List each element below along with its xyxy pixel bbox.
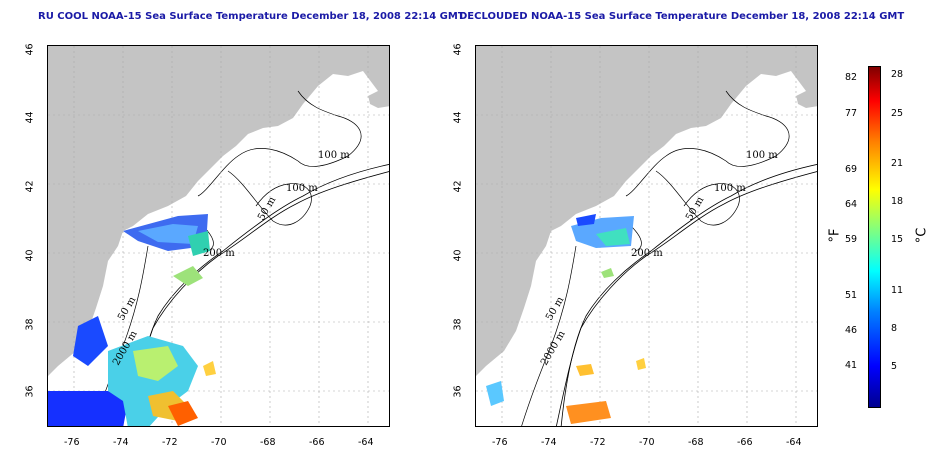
sst-patch-south [48,391,128,426]
lat-tick: 38 [24,318,36,331]
colorbar-f-label: 51 [845,290,858,301]
colorbar-c-label: 21 [891,158,904,169]
lat-tick: 36 [452,385,464,398]
fahrenheit-unit-label: °F [827,228,843,243]
colorbar-f-label: 77 [845,108,858,119]
left-map-canvas: 100 m 100 m 50 m 200 m 50 m 2000 m [48,46,389,426]
colorbar-f-label: 69 [845,164,858,175]
lon-tick: -72 [590,437,606,448]
colorbar-c-label: 5 [891,361,898,372]
lon-tick: -68 [688,437,704,448]
land-mass [48,46,389,376]
lat-tick: 42 [452,180,464,193]
lat-tick: 38 [452,318,464,331]
colorbar-f-label: 59 [845,234,858,245]
colorbar-c-label: 25 [891,108,904,119]
colorbar-f-label: 64 [845,199,858,210]
colorbar-f-label: 82 [845,72,858,83]
contour-label: 200 m [203,248,235,259]
contour-label: 50 m [684,195,706,223]
lon-tick: -70 [639,437,655,448]
land-mass [476,46,817,376]
colorbar-c-label: 8 [891,323,898,334]
contour-label: 100 m [746,150,778,161]
left-sst-map[interactable]: 100 m 100 m 50 m 200 m 50 m 2000 m [47,45,390,427]
lon-tick: -64 [786,437,802,448]
lon-tick: -66 [737,437,753,448]
left-map-title: RU COOL NOAA-15 Sea Surface Temperature … [38,11,465,22]
contour-label: 100 m [318,150,350,161]
lat-tick: 42 [24,180,36,193]
contour-label: 100 m [714,183,746,194]
contour-label: 50 m [256,195,278,223]
lon-tick: -74 [113,437,129,448]
contour-label: 200 m [631,248,663,259]
lat-tick: 46 [24,43,36,56]
colorbar-c-label: 11 [891,285,904,296]
right-map-canvas: 100 m 100 m 50 m 200 m 50 m 2000 m [476,46,817,426]
colorbar-c-label: 28 [891,69,904,80]
colorbar-c-label: 18 [891,196,904,207]
lon-tick: -72 [162,437,178,448]
colorbar-c-label: 15 [891,234,904,245]
lat-tick: 36 [24,385,36,398]
lat-tick: 44 [452,111,464,124]
contour-label: 100 m [286,183,318,194]
contour-label: 2000 m [539,329,568,368]
lon-tick: -76 [64,437,80,448]
lon-tick: -74 [541,437,557,448]
colorbar-f-label: 46 [845,325,858,336]
right-sst-map[interactable]: 100 m 100 m 50 m 200 m 50 m 2000 m [475,45,818,427]
lon-tick: -68 [260,437,276,448]
lon-tick: -70 [211,437,227,448]
lon-tick: -66 [309,437,325,448]
celsius-unit-label: °C [914,227,930,244]
lat-tick: 40 [24,249,36,262]
temperature-colorbar [868,66,881,408]
lat-tick: 40 [452,249,464,262]
lat-tick: 46 [452,43,464,56]
lat-tick: 44 [24,111,36,124]
right-map-title: DECLOUDED NOAA-15 Sea Surface Temperatur… [459,11,905,22]
colorbar-f-label: 41 [845,360,858,371]
lon-tick: -64 [358,437,374,448]
lon-tick: -76 [492,437,508,448]
